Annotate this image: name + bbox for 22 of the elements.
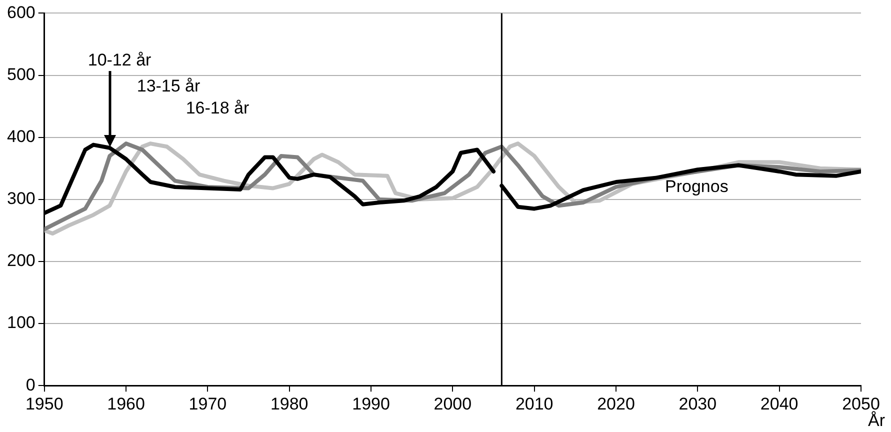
x-tick-label: 2030 xyxy=(678,394,717,414)
y-tick-label: 500 xyxy=(6,64,36,84)
y-tick-label: 200 xyxy=(6,251,36,270)
y-tick-label: 100 xyxy=(6,313,36,332)
text: 10-12 år xyxy=(88,50,152,70)
x-tick-label: 1990 xyxy=(352,394,390,414)
x-tick-label: 2040 xyxy=(760,394,798,414)
y-tick-label: 600 xyxy=(6,2,36,22)
x-tick-label: 2010 xyxy=(515,394,554,414)
y-tick-label: 300 xyxy=(6,189,36,208)
x-tick-label: 1960 xyxy=(107,394,145,414)
x-axis-title: År xyxy=(868,411,886,430)
text: 16-18 år xyxy=(186,98,250,118)
x-tick-label: 1970 xyxy=(188,394,227,414)
y-tick-label: 400 xyxy=(6,127,36,146)
x-tick-label: 2000 xyxy=(434,394,472,414)
x-tick-label: 2020 xyxy=(597,394,635,414)
x-tick-label: 1980 xyxy=(270,394,308,414)
y-tick-label: 0 xyxy=(26,375,36,394)
x-tick-label: 1950 xyxy=(25,394,64,414)
annotation: Prognos xyxy=(665,176,728,196)
text: 13-15 år xyxy=(136,76,201,96)
